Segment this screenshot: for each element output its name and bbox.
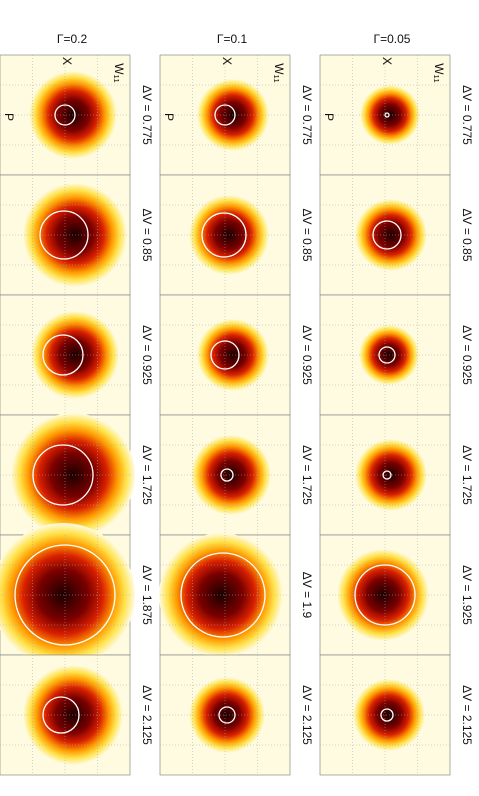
ring <box>54 104 76 126</box>
ring <box>354 564 416 626</box>
column-title: Γ=0.05 <box>374 32 411 46</box>
axis-label-p: P <box>162 113 176 121</box>
ring <box>214 104 236 126</box>
ring <box>39 210 89 260</box>
panel-label: ΔV = 2.125 <box>460 685 474 745</box>
panel-label: ΔV = 0.775 <box>460 85 474 145</box>
axis-label-w: W₁₁ <box>272 63 286 82</box>
axis-label-w: W₁₁ <box>432 63 446 82</box>
axis-label-x: X <box>60 57 74 65</box>
panel-label: ΔV = 0.775 <box>300 85 314 145</box>
ring <box>42 334 84 376</box>
panel-label: ΔV = 1.9 <box>300 572 314 619</box>
axis-label-p: P <box>322 113 336 121</box>
panel-label: ΔV = 1.725 <box>460 445 474 505</box>
panel-label: ΔV = 0.85 <box>140 208 154 261</box>
column-title: Γ=0.1 <box>217 32 248 46</box>
ring <box>384 112 390 118</box>
axis-label-p: P <box>2 113 16 121</box>
panel-label: ΔV = 2.125 <box>300 685 314 745</box>
wigner-map <box>0 523 135 667</box>
axis-label-x: X <box>380 57 394 65</box>
panel-label: ΔV = 1.725 <box>140 445 154 505</box>
panel-label: ΔV = 0.85 <box>300 208 314 261</box>
panel-label: ΔV = 1.875 <box>140 565 154 625</box>
ring <box>378 346 396 364</box>
ring <box>42 696 80 734</box>
ring <box>380 708 394 722</box>
panel-label: ΔV = 1.725 <box>300 445 314 505</box>
column-title: Γ=0.2 <box>57 32 88 46</box>
ring <box>201 212 247 258</box>
ring <box>220 468 234 482</box>
ring <box>218 706 236 724</box>
ring <box>14 544 116 646</box>
panel-label: ΔV = 1.925 <box>460 565 474 625</box>
panel-label: ΔV = 0.85 <box>460 208 474 261</box>
panel-label: ΔV = 0.925 <box>460 325 474 385</box>
panel-label: ΔV = 0.925 <box>140 325 154 385</box>
ring <box>382 470 392 480</box>
axis-label-x: X <box>220 57 234 65</box>
ring <box>32 444 94 506</box>
panel-label: ΔV = 2.125 <box>140 685 154 745</box>
panel-label: ΔV = 0.775 <box>140 85 154 145</box>
panel-label: ΔV = 0.925 <box>300 325 314 385</box>
ring <box>372 220 402 250</box>
axis-label-w: W₁₁ <box>112 63 126 82</box>
wigner-map <box>191 435 271 515</box>
wigner-map <box>355 199 427 271</box>
ring <box>210 340 240 370</box>
ring <box>180 552 266 638</box>
